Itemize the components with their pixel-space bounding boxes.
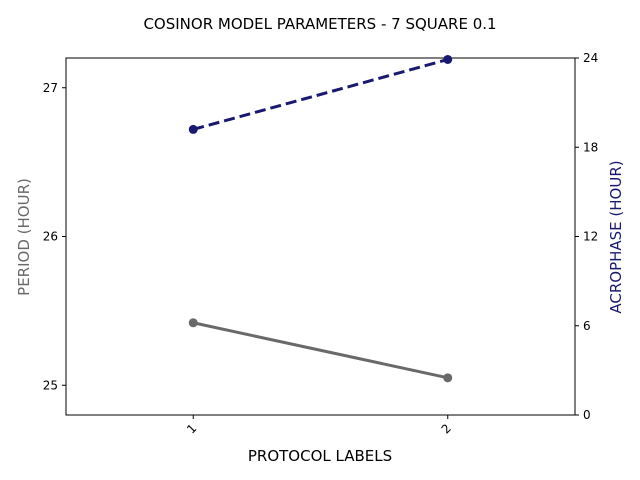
right-tick-label: 12 xyxy=(583,230,598,244)
x-tick-label: 2 xyxy=(439,421,454,436)
left-axis-label: PERIOD (HOUR) xyxy=(15,178,33,296)
right-tick-label: 0 xyxy=(583,408,591,422)
left-tick-label: 26 xyxy=(43,230,58,244)
data-point-right xyxy=(443,54,453,64)
left-tick-label: 25 xyxy=(43,378,58,392)
right-axis-label: ACROPHASE (HOUR) xyxy=(607,160,625,313)
right-tick-label: 24 xyxy=(583,51,598,65)
left-tick-label: 27 xyxy=(43,81,58,95)
right-tick-label: 18 xyxy=(583,140,598,154)
data-point-left xyxy=(188,318,198,328)
x-tick-label: 1 xyxy=(184,421,199,436)
chart-title: COSINOR MODEL PARAMETERS - 7 SQUARE 0.1 xyxy=(143,15,496,33)
series-line-left xyxy=(192,321,449,380)
right-tick-label: 6 xyxy=(583,319,591,333)
plot-area xyxy=(65,57,576,416)
left-axis: 25 26 27 xyxy=(43,81,66,392)
series-layer xyxy=(188,54,453,383)
x-axis-label: PROTOCOL LABELS xyxy=(248,447,392,465)
right-axis: 0 6 12 18 24 xyxy=(575,51,598,422)
data-point-right xyxy=(188,124,198,134)
series-line-right xyxy=(192,58,449,131)
data-point-left xyxy=(443,373,453,383)
